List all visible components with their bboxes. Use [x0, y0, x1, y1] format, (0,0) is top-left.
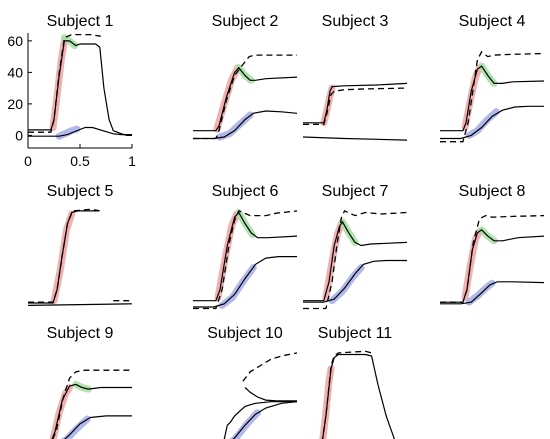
second-series-line [193, 256, 297, 308]
x-tick-label: 0.5 [70, 153, 90, 169]
panel-title: Subject 7 [322, 183, 389, 200]
dashed-series-line [440, 50, 545, 143]
x-tick-label: 1 [128, 153, 136, 169]
subject-panel: Subject 7 [303, 183, 408, 310]
y-tick-label: 20 [7, 96, 23, 112]
panel-title: Subject 11 [318, 325, 393, 342]
main-series-line [303, 220, 408, 302]
second-highlight-band [216, 111, 254, 141]
second-highlight-band [465, 108, 500, 139]
panel-title: Subject 4 [459, 13, 526, 30]
panel-title: Subject 10 [207, 325, 283, 342]
x-tick-label: 0 [24, 153, 32, 169]
main-series-line [28, 40, 132, 136]
second-series-line [64, 415, 132, 439]
panel-title: Subject 6 [212, 183, 279, 200]
second-series-line [193, 110, 298, 140]
second-series-line [303, 259, 407, 303]
main-series-line [28, 210, 99, 304]
subject-panel: Subject 6 [193, 183, 298, 310]
dashed-series-line [440, 214, 545, 303]
panel-title: Subject 8 [459, 183, 526, 200]
panel-title: Subject 3 [322, 13, 389, 30]
main-series-line [322, 353, 395, 439]
y-tick-label: 0 [15, 127, 23, 143]
rise-highlight-band [50, 210, 76, 305]
dashed-series-line [51, 369, 132, 439]
main-series-line [51, 383, 132, 439]
dashed-series-line [193, 54, 297, 140]
main-series-line [440, 229, 545, 303]
dashed-series-line [28, 208, 101, 303]
second-series-line [28, 126, 132, 137]
subject-panel: Subject 2 [193, 13, 298, 141]
main-series-line [440, 65, 545, 132]
second-highlight-band [55, 125, 81, 140]
subject-panel: Subject 9 [47, 325, 132, 439]
subject-panel: Subject 3 [302, 13, 408, 141]
subject-panel: Subject 10 [207, 325, 298, 439]
subject-panel: Subject 4 [440, 13, 545, 143]
second-series-line [440, 281, 545, 305]
panel-title: Subject 2 [212, 13, 279, 30]
second-series-line [302, 136, 408, 141]
dashed-series-line [303, 87, 408, 126]
main-series-line [193, 211, 298, 302]
subject-panel: Subject 8 [440, 183, 545, 306]
panel-title: Subject 5 [47, 183, 114, 200]
panel-title: Subject 9 [47, 325, 114, 342]
main-series-line [223, 401, 297, 439]
second-series-line [27, 303, 133, 306]
panel-title: Subject 1 [47, 13, 114, 30]
y-tick-label: 60 [7, 33, 23, 49]
subject-panel: Subject 11 [318, 325, 395, 439]
dashed-series-line [303, 210, 408, 310]
main-series-line [193, 66, 298, 132]
main-series-line [244, 387, 297, 402]
dashed-series-line [193, 210, 298, 310]
y-tick-label: 40 [7, 64, 23, 80]
dashed-series-line [321, 350, 372, 439]
main-series-line [303, 82, 408, 124]
second-series-line [232, 401, 298, 439]
second-highlight-band [60, 415, 91, 439]
dashed-series-line [242, 352, 298, 382]
subject-panel: Subject 5 [27, 183, 133, 306]
subject-panel: Subject 1 0 20 40 60 0 0.5 1 [7, 13, 136, 169]
second-series-line [440, 105, 544, 140]
